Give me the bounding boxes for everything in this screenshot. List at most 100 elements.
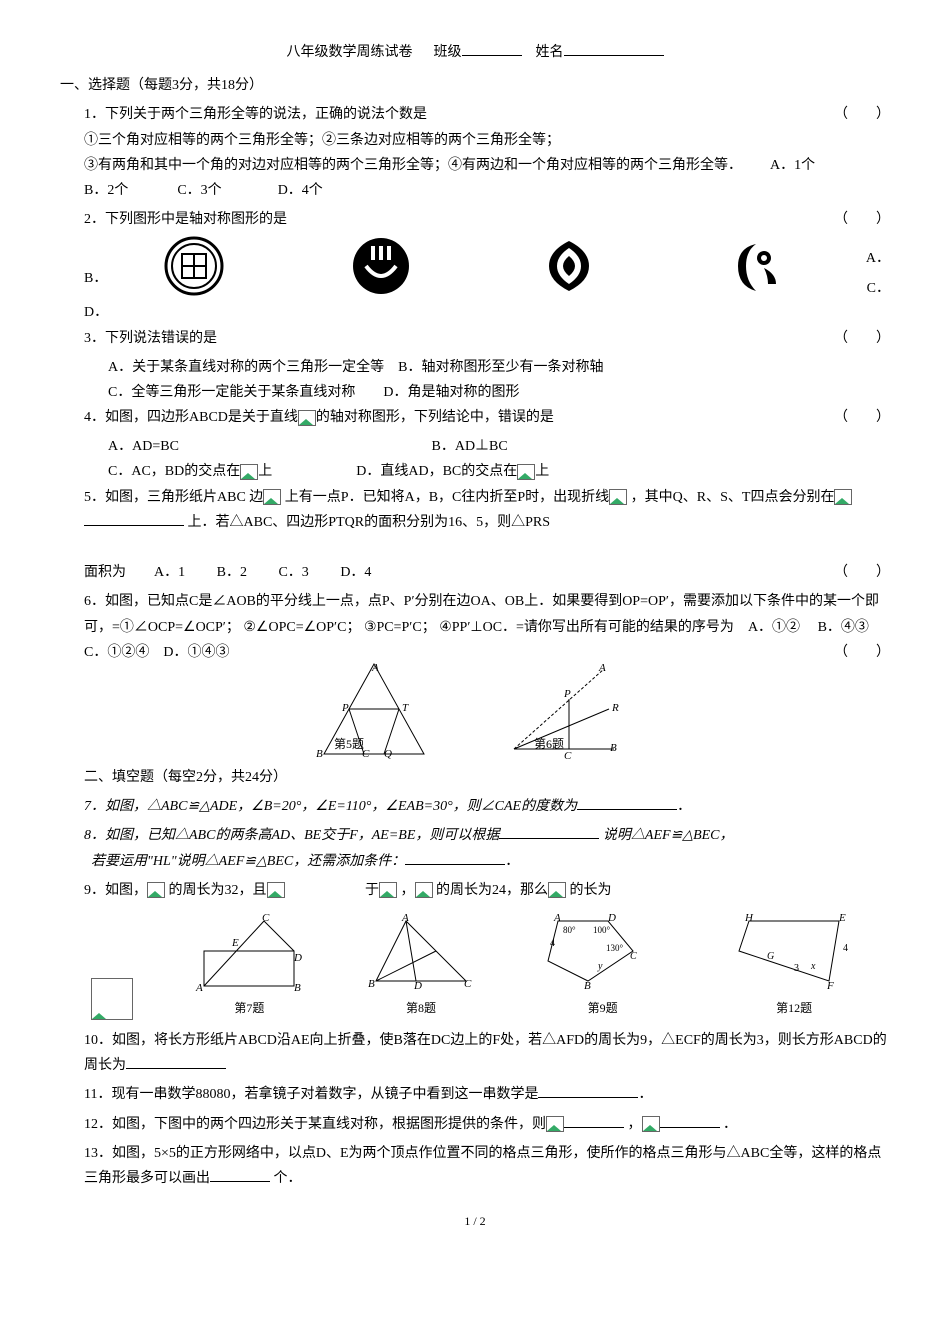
q1-line1: ①三个角对应相等的两个三角形全等；②三条边对应相等的两个三角形全等； (84, 133, 560, 148)
fig12-box: H E G 4 3 x F 第12题 (729, 911, 859, 1020)
q3-optD: D．角是轴对称的图形 (383, 385, 519, 400)
q6: 6．如图，已知点C是∠AOB的平分线上一点，点P、P′分别在边OA、OB上．如果… (84, 589, 890, 665)
q2-icons (100, 236, 850, 296)
broken-img-icon (263, 489, 281, 505)
q7-text: 7．如图，△ABC≌△ADE，∠B=20°，∠E=110°，∠EAB=30°，则… (84, 799, 577, 814)
q13-blank (210, 1181, 270, 1182)
fig9-label: 第9题 (588, 1001, 618, 1015)
logo-icon-2 (351, 236, 411, 296)
q12: 12．如图，下图中的两个四边形关于某直线对称，根据图形提供的条件，则 ， ． (84, 1112, 890, 1137)
page-number: 1 / 2 (60, 1211, 890, 1233)
broken-img-icon (240, 464, 258, 480)
section2-title: 二、填空题（每空2分，共24分） (84, 765, 890, 790)
q8a: 8．如图，已知△ABC的两条高AD、BE交于F，AE=BE，则可以根据 (84, 828, 499, 843)
q4-stem: 4．如图，四边形ABCD是关于直线 (84, 410, 298, 425)
broken-img-icon (609, 489, 627, 505)
name-blank (564, 55, 664, 56)
broken-img-icon (517, 464, 535, 480)
q3-optB: B．轴对称图形至少有一条对称轴 (398, 360, 603, 375)
q6-optC: C．①②④ (84, 645, 149, 660)
q9f: 的长为 (570, 883, 612, 898)
broken-img-icon (298, 410, 316, 426)
q13b: 个． (274, 1171, 302, 1186)
q4-optD: D．直线AD，BC的交点在 (356, 464, 517, 479)
q8-blank1 (499, 838, 599, 839)
fig7-label: 第7题 (234, 1001, 264, 1015)
q4-optC2: 上 (258, 464, 272, 479)
svg-text:E: E (838, 912, 846, 924)
q11-text: 11．现有一串数学88080，若拿镜子对着数字，从镜子中看到这一串数学是 (84, 1087, 538, 1102)
broken-img-icon (834, 489, 852, 505)
q9c: 于 (365, 883, 379, 898)
q1-stem: 1．下列关于两个三角形全等的说法，正确的说法个数是 (84, 107, 427, 122)
fig8-label: 第8题 (406, 1001, 436, 1015)
q5-line2a: 面积为 (84, 565, 126, 580)
q5-stem2: 上有一点P．已知将A，B，C往内折至P时，出现折线 (285, 490, 609, 505)
fig-cde: C E D A B 第7题 (194, 911, 304, 1020)
svg-text:C: C (630, 951, 637, 962)
svg-text:B: B (610, 742, 617, 754)
figure-row-2: C E D A B 第7题 A B D C 第8题 A D 80° 100° 1… (60, 911, 890, 1020)
fig5-svg: A P T B C Q (314, 659, 434, 759)
q5-paren: （ ） (834, 560, 890, 585)
q13: 13．如图，5×5的正方形网络中，以点D、E为两个顶点作位置不同的格点三角形，使… (84, 1141, 890, 1191)
broken-img-icon (147, 882, 165, 898)
fig12-svg: H E G 4 3 x F (729, 911, 859, 991)
svg-text:D: D (293, 952, 302, 964)
q12-blank2 (660, 1127, 720, 1128)
q12b: ， (628, 1117, 642, 1132)
q9d: ， (401, 883, 415, 898)
q12a: 12．如图，下图中的两个四边形关于某直线对称，根据图形提供的条件，则 (84, 1117, 546, 1132)
svg-text:C: C (464, 978, 472, 990)
svg-text:y: y (597, 961, 603, 972)
q4-optA: A．AD=BC (108, 434, 428, 459)
svg-text:H: H (744, 912, 754, 924)
fig9-svg: A D 80° 100° 130° C 4 y B (538, 911, 668, 991)
broken-img-icon (267, 882, 285, 898)
class-blank (462, 55, 522, 56)
svg-text:B: B (294, 982, 301, 991)
svg-text:A: A (598, 662, 606, 674)
fig12-label: 第12题 (776, 1001, 812, 1015)
title: 八年级数学周练试卷 (287, 45, 413, 60)
q7-blank (577, 809, 677, 810)
svg-text:80°: 80° (563, 925, 576, 935)
broken-img-icon (642, 1116, 660, 1132)
logo-icon-1 (164, 236, 224, 296)
q3-paren: （ ） (834, 326, 890, 351)
fig8-box: A B D C 第8题 (366, 911, 476, 1020)
svg-text:D: D (413, 980, 422, 991)
q8c: 若要运用"HL"说明△AEF≌△BEC，还需添加条件： (91, 854, 405, 869)
name-label: 姓名 (536, 45, 564, 60)
q2-paren: （ ） (834, 207, 890, 232)
q2: 2．下列图形中是轴对称图形的是 （ ） (84, 207, 890, 232)
q3-stem: 3．下列说法错误的是 (84, 331, 217, 346)
svg-text:P: P (341, 702, 349, 714)
svg-text:C: C (262, 912, 270, 924)
svg-text:F: F (826, 980, 834, 991)
q12-blank1 (564, 1127, 624, 1128)
svg-text:G: G (767, 951, 774, 962)
q6-paren: （ ） (834, 640, 890, 665)
q9a: 9．如图， (84, 883, 147, 898)
q1: 1．下列关于两个三角形全等的说法，正确的说法个数是 （ ） ①三个角对应相等的两… (84, 102, 890, 203)
q4-optC: C．AC，BD的交点在 (108, 464, 240, 479)
header: 八年级数学周练试卷 班级 姓名 (60, 40, 890, 65)
svg-text:4: 4 (550, 938, 555, 949)
svg-text:C: C (564, 750, 572, 759)
svg-text:130°: 130° (606, 943, 624, 953)
section1-title: 一、选择题（每题3分，共18分） (60, 73, 890, 98)
q11-end: ． (638, 1087, 652, 1102)
q7-end: ． (677, 799, 691, 814)
q5-stem4: 上．若△ABC、四边形PTQR的面积分别为16、5，则△PRS (188, 515, 550, 530)
q5: 5．如图，三角形纸片ABC 边 上有一点P．已知将A，B，C往内折至P时，出现折… (84, 485, 890, 586)
broken-img-icon (415, 882, 433, 898)
svg-text:Q: Q (384, 748, 392, 759)
fig8-svg: A B D C (366, 911, 476, 991)
q1-optA: A．1个 (770, 158, 815, 173)
q3-opts: A．关于某条直线对称的两个三角形一定全等 B．轴对称图形至少有一条对称轴 C．全… (108, 355, 890, 405)
fig9-box: A D 80° 100° 130° C 4 y B 第9题 (538, 911, 668, 1020)
svg-text:100°: 100° (593, 925, 611, 935)
q5-stem3: ，其中Q、R、S、T四点会分别在 (631, 490, 835, 505)
q4-stem2: 的轴对称图形，下列结论中，错误的是 (316, 410, 554, 425)
